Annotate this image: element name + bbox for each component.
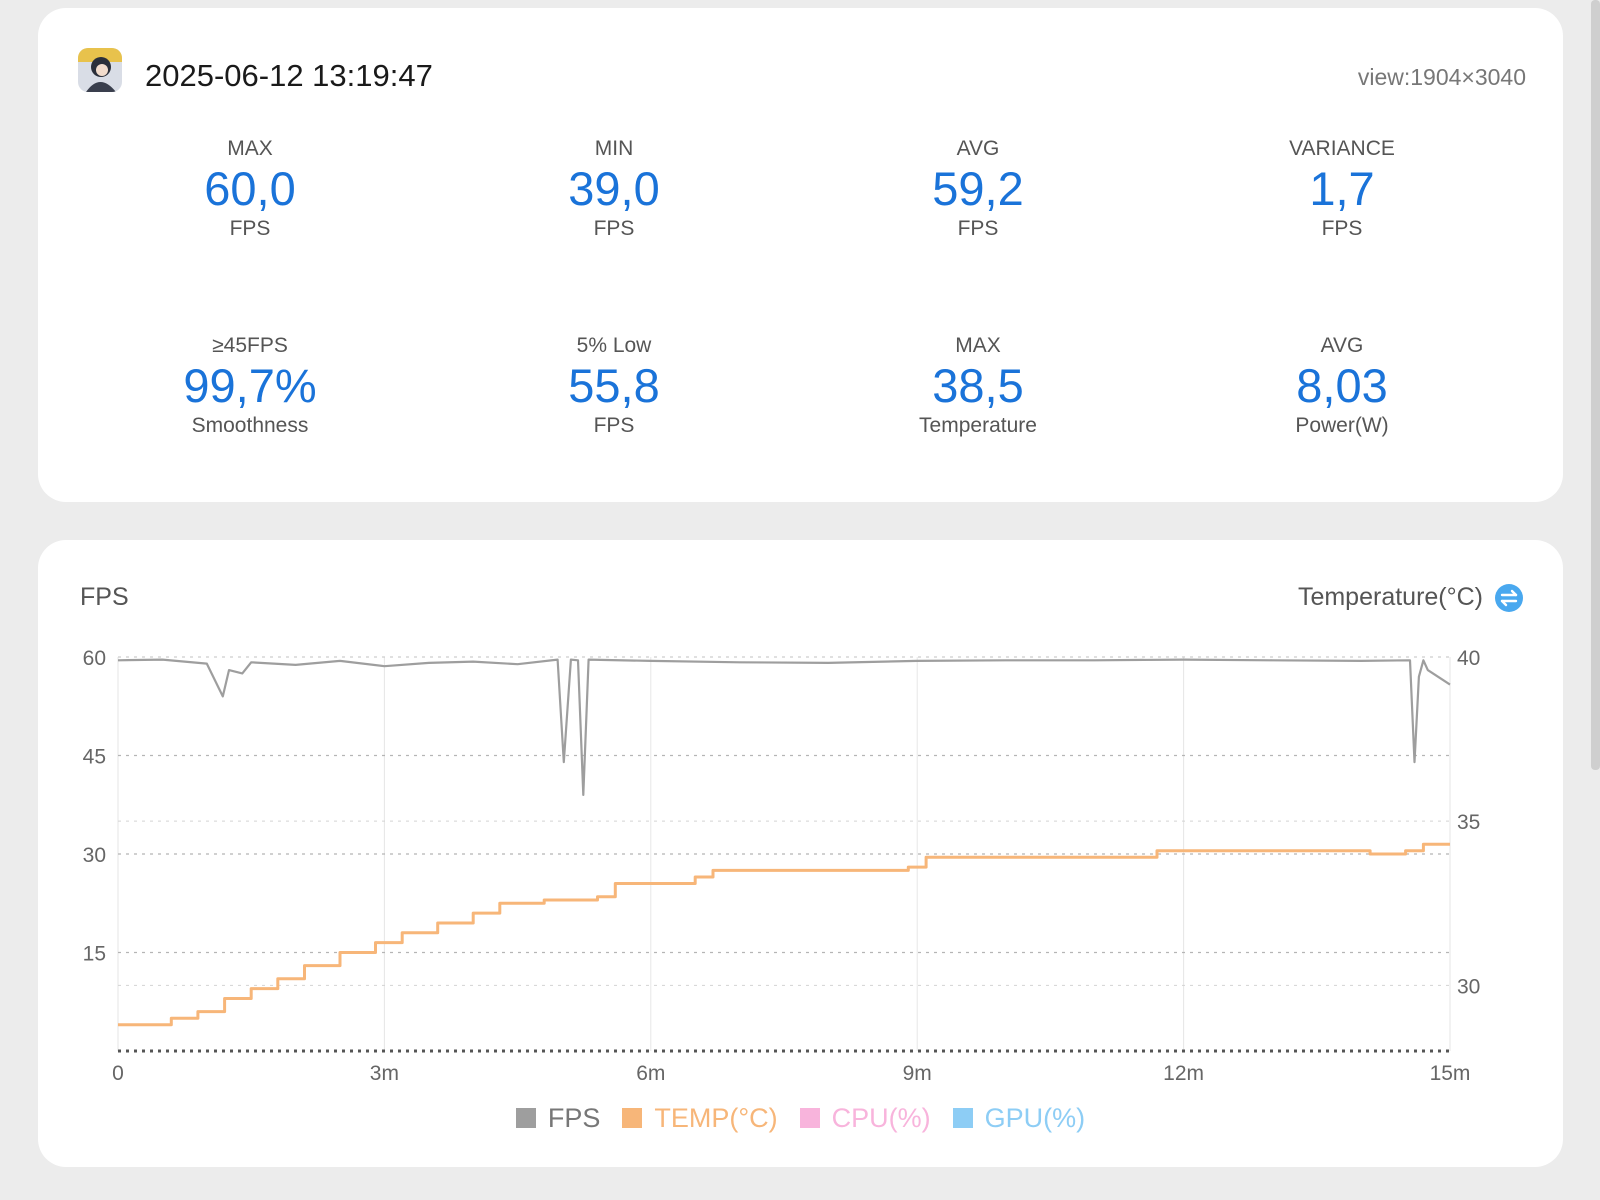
stat-value: 8,03 [1296,359,1388,412]
y-left-tick-label: 60 [83,647,106,670]
y-left-tick-label: 45 [83,746,106,769]
stat-min-fps: MIN 39,0 FPS [484,135,744,243]
stat-value: 39,0 [568,162,660,215]
legend-swatch-gpu [952,1108,973,1128]
fps-temperature-chart[interactable]: 15 30 45 60 30 35 40 0 3m 6m 9m 12m 15m [38,540,1563,1167]
stat-unit: Power(W) [1295,414,1389,437]
legend-swatch-fps [515,1108,536,1128]
chart-left-axis-title: FPS [80,583,129,611]
view-resolution: view:1904×3040 [1357,64,1526,90]
series-line-fps [117,658,1451,796]
chart-legend: FPS TEMP(°C) CPU(%) GPU(%) [38,1100,1563,1136]
stat-unit: Smoothness [191,414,309,437]
legend-item-gpu[interactable]: GPU(%) [952,1102,1086,1134]
series-line-temp [118,842,1450,1027]
stat-value: 1,7 [1309,162,1375,215]
y-left-tick-label: 15 [83,943,106,966]
legend-item-fps[interactable]: FPS [515,1102,601,1134]
stat-unit: FPS [1321,217,1363,240]
stat-value: 55,8 [568,359,660,412]
stat-label: ≥45FPS [212,334,288,357]
stat-5-percent-low: 5% Low 55,8 FPS [484,332,744,440]
legend-swatch-temp [622,1108,643,1128]
stat-value: 59,2 [932,162,1024,215]
stat-label: VARIANCE [1289,137,1395,160]
stat-avg-fps: AVG 59,2 FPS [848,135,1108,243]
x-tick-label: 3m [370,1062,399,1085]
stat-label: MIN [594,137,634,160]
legend-item-cpu[interactable]: CPU(%) [799,1102,931,1134]
stat-label: MAX [227,137,273,160]
legend-swatch-cpu [799,1108,820,1128]
x-tick-label: 12m [1163,1062,1204,1085]
stat-unit: Temperature [919,414,1037,437]
stat-value: 99,7% [183,359,317,412]
stat-label: 5% Low [576,334,652,357]
legend-label-fps: FPS [547,1102,601,1133]
y-left-tick-label: 30 [83,844,106,867]
stat-label: AVG [956,137,1000,160]
chart-right-axis-title: Temperature(°C) [1297,583,1483,611]
y-right-tick-label: 40 [1457,647,1480,670]
legend-item-temp[interactable]: TEMP(°C) [622,1102,778,1134]
stat-unit: FPS [957,217,999,240]
stat-unit: FPS [593,217,635,240]
stat-avg-power: AVG 8,03 Power(W) [1212,332,1472,440]
swap-axis-icon[interactable] [1495,584,1523,612]
legend-label-temp: TEMP(°C) [654,1102,778,1133]
legend-label-cpu: CPU(%) [831,1102,931,1133]
x-tick-label: 9m [903,1062,932,1085]
legend-label-gpu: GPU(%) [984,1102,1086,1133]
y-right-tick-label: 35 [1457,811,1480,834]
stat-value: 60,0 [204,162,296,215]
x-tick-label: 0 [112,1062,124,1085]
page-scrollbar[interactable] [1591,0,1600,770]
x-tick-label: 15m [1430,1062,1471,1085]
app-icon [78,48,122,92]
stat-value: 38,5 [932,359,1024,412]
stat-label: MAX [955,334,1001,357]
x-tick-label: 6m [636,1062,665,1085]
chart-card: FPS Temperature(°C) 15 30 45 60 30 35 40 0 3m 6m 9… [38,540,1563,1167]
y-right-tick-label: 30 [1457,975,1480,998]
stat-unit: FPS [229,217,271,240]
stat-variance: VARIANCE 1,7 FPS [1212,135,1472,243]
stat-unit: FPS [593,414,635,437]
stat-max-temperature: MAX 38,5 Temperature [848,332,1108,440]
summary-card: 2025-06-12 13:19:47 view:1904×3040 MAX 6… [38,8,1563,502]
session-timestamp: 2025-06-12 13:19:47 [145,58,433,93]
stat-label: AVG [1320,334,1364,357]
stat-smoothness: ≥45FPS 99,7% Smoothness [120,332,380,440]
stat-max-fps: MAX 60,0 FPS [120,135,380,243]
